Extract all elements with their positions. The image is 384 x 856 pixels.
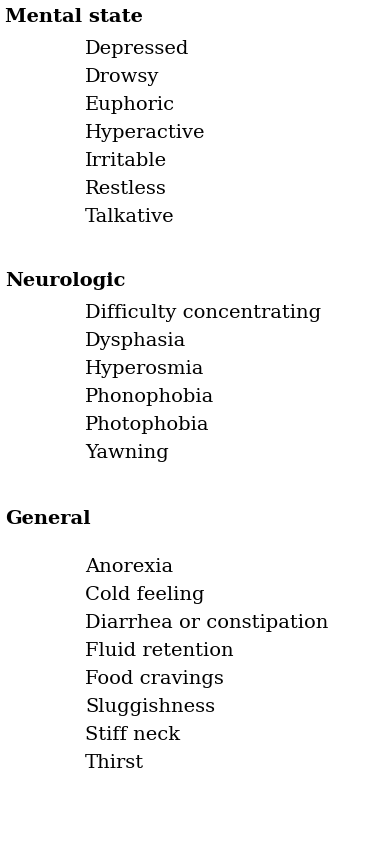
- Text: General: General: [5, 510, 91, 528]
- Text: Phonophobia: Phonophobia: [85, 388, 214, 406]
- Text: Hyperactive: Hyperactive: [85, 124, 205, 142]
- Text: Mental state: Mental state: [5, 8, 143, 26]
- Text: Euphoric: Euphoric: [85, 96, 175, 114]
- Text: Dysphasia: Dysphasia: [85, 332, 186, 350]
- Text: Cold feeling: Cold feeling: [85, 586, 205, 604]
- Text: Food cravings: Food cravings: [85, 670, 224, 688]
- Text: Hyperosmia: Hyperosmia: [85, 360, 204, 378]
- Text: Talkative: Talkative: [85, 208, 175, 226]
- Text: Diarrhea or constipation: Diarrhea or constipation: [85, 614, 328, 632]
- Text: Difficulty concentrating: Difficulty concentrating: [85, 304, 321, 322]
- Text: Yawning: Yawning: [85, 444, 169, 462]
- Text: Sluggishness: Sluggishness: [85, 698, 215, 716]
- Text: Thirst: Thirst: [85, 754, 144, 772]
- Text: Irritable: Irritable: [85, 152, 167, 170]
- Text: Anorexia: Anorexia: [85, 558, 173, 576]
- Text: Stiff neck: Stiff neck: [85, 726, 180, 744]
- Text: Neurologic: Neurologic: [5, 272, 126, 290]
- Text: Restless: Restless: [85, 180, 167, 198]
- Text: Fluid retention: Fluid retention: [85, 642, 233, 660]
- Text: Depressed: Depressed: [85, 40, 189, 58]
- Text: Drowsy: Drowsy: [85, 68, 159, 86]
- Text: Photophobia: Photophobia: [85, 416, 210, 434]
